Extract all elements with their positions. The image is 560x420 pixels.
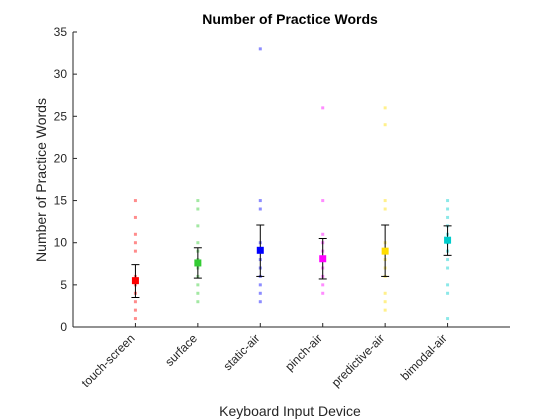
- data-point: [133, 241, 137, 245]
- data-point: [383, 308, 387, 312]
- x-axis-title: Keyboard Input Device: [219, 403, 361, 419]
- data-point: [196, 291, 200, 295]
- data-point: [446, 199, 450, 203]
- data-point: [133, 199, 137, 203]
- data-point: [383, 123, 387, 127]
- data-point: [196, 283, 200, 287]
- mean-marker: [256, 246, 264, 254]
- y-tick-label: 25: [54, 109, 68, 123]
- data-point: [196, 300, 200, 304]
- y-tick-label: 0: [60, 320, 67, 334]
- data-point: [258, 283, 262, 287]
- chart-title: Number of Practice Words: [202, 11, 378, 27]
- y-tick-label: 15: [54, 194, 68, 208]
- y-tick-label: 20: [54, 151, 68, 165]
- y-tick-label: 30: [54, 67, 68, 81]
- data-point: [133, 317, 137, 321]
- data-point: [258, 207, 262, 211]
- data-point: [133, 308, 137, 312]
- data-point: [258, 47, 262, 51]
- data-point: [321, 291, 325, 295]
- data-point: [133, 215, 137, 219]
- data-point: [446, 317, 450, 321]
- data-point: [196, 199, 200, 203]
- data-point: [133, 232, 137, 236]
- data-point: [446, 283, 450, 287]
- data-point: [383, 207, 387, 211]
- y-tick-label: 35: [54, 25, 68, 39]
- data-point: [446, 207, 450, 211]
- mean-marker: [381, 247, 389, 255]
- data-point: [258, 199, 262, 203]
- data-point: [383, 106, 387, 110]
- y-tick-label: 5: [60, 278, 67, 292]
- mean-marker: [131, 277, 139, 285]
- data-point: [258, 291, 262, 295]
- mean-marker: [319, 255, 327, 263]
- data-point: [321, 199, 325, 203]
- y-axis-title: Number of Practice Words: [33, 98, 49, 262]
- data-point: [383, 291, 387, 295]
- data-point: [446, 258, 450, 262]
- mean-marker: [194, 259, 202, 267]
- data-point: [196, 207, 200, 211]
- y-tick-label: 10: [54, 236, 68, 250]
- data-point: [321, 106, 325, 110]
- data-point: [321, 283, 325, 287]
- data-point: [133, 300, 137, 304]
- data-point: [258, 300, 262, 304]
- data-point: [196, 241, 200, 245]
- data-point: [446, 215, 450, 219]
- data-point: [383, 199, 387, 203]
- data-point: [133, 249, 137, 253]
- data-point: [196, 224, 200, 228]
- data-point: [383, 300, 387, 304]
- data-point: [446, 291, 450, 295]
- data-point: [321, 232, 325, 236]
- data-point: [446, 266, 450, 270]
- mean-marker: [444, 236, 452, 244]
